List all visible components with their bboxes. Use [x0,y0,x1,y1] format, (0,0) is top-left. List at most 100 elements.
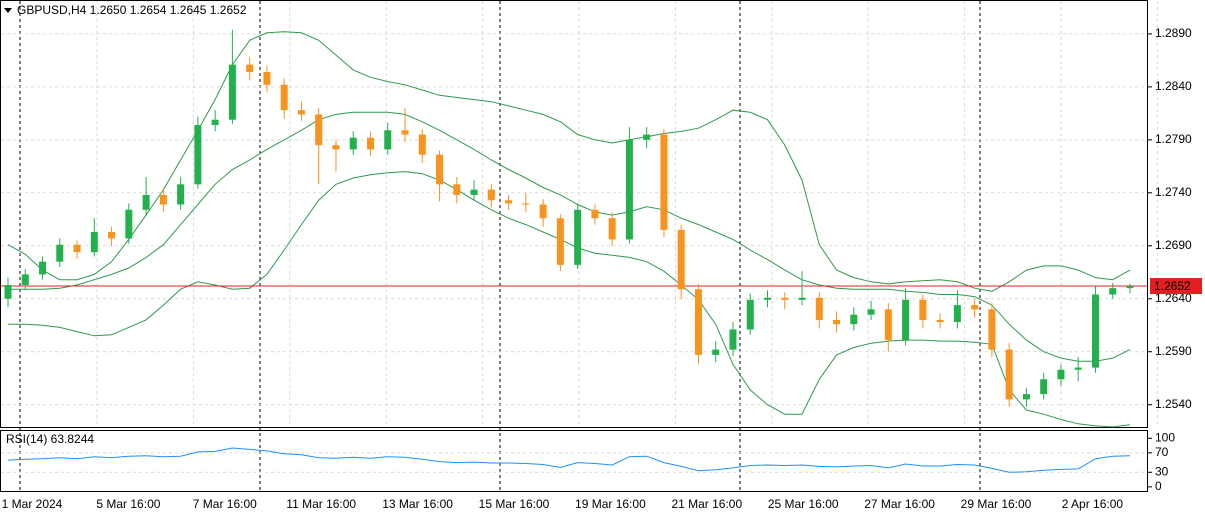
candle-body [591,209,599,219]
candle-body [315,114,323,146]
bollinger-middle [8,111,1131,362]
candle-body [919,299,927,320]
candle-body [470,189,478,195]
candle-body [332,145,340,150]
candle-body [90,232,98,253]
candle-body [625,139,633,240]
y-tick-label: 1.2740 [1155,185,1192,199]
x-tick-label: 2 Apr 16:00 [1062,497,1124,511]
candle-body [263,72,271,85]
bollinger-lower [8,171,1131,428]
candle-body [453,184,461,195]
candle-body [4,284,12,299]
candle-body [833,319,841,325]
candle-body [712,349,720,355]
candle-body [988,309,996,350]
candle-body [1074,367,1082,370]
candle-body [384,130,392,150]
candle-body [867,309,875,315]
candle-body [781,297,789,300]
candle-body [142,194,150,210]
candle-body [677,229,685,290]
x-tick-label: 1 Mar 2024 [2,497,63,511]
candle-body [971,305,979,310]
y-tick-label: 30 [1155,464,1169,478]
x-tick-label: 13 Mar 16:00 [382,497,453,511]
candle-body [436,154,444,185]
price-tag-label: 1.2652 [1154,279,1191,293]
candle-body [125,209,133,239]
x-tick-label: 19 Mar 16:00 [575,497,646,511]
x-tick-label: 21 Mar 16:00 [671,497,742,511]
candle-body [1126,286,1134,289]
candle-body [1091,294,1099,368]
candle-body [539,204,547,219]
price-tag [1150,278,1202,295]
x-tick-label: 7 Mar 16:00 [193,497,257,511]
y-tick-label: 0 [1155,479,1162,493]
bollinger-upper [7,31,1131,292]
candle-body [246,64,254,73]
candle-body [936,319,944,323]
candle-body [39,261,47,275]
rsi-line [7,447,1131,473]
candle-body [177,184,185,205]
y-tick-label: 70 [1155,445,1169,459]
chart-title: GBPUSD,H4 1.2650 1.2654 1.2645 1.2652 [17,3,247,17]
candle-body [228,64,236,120]
y-tick-label: 1.2590 [1155,344,1192,358]
x-tick-label: 29 Mar 16:00 [961,497,1032,511]
candle-body [643,134,651,140]
x-tick-label: 5 Mar 16:00 [96,497,160,511]
candle-body [108,232,116,239]
candle-body [815,297,823,320]
candle-body [1057,369,1065,380]
candle-body [349,137,357,150]
candle-body [884,309,892,341]
candle-body [694,289,702,355]
candle-body [522,203,530,205]
candle-body [608,218,616,240]
candle-body [746,299,754,330]
candle-body [1109,288,1117,295]
x-tick-label: 27 Mar 16:00 [864,497,935,511]
candle-body [73,244,81,253]
candle-body [1005,349,1013,400]
candle-body [953,305,961,323]
y-tick-label: 100 [1155,430,1175,444]
candle-body [280,84,288,111]
y-tick-label: 1.2540 [1155,397,1192,411]
rsi-panel [0,430,1148,492]
candle-body [297,110,305,115]
y-tick-label: 1.2790 [1155,132,1192,146]
x-tick-label: 11 Mar 16:00 [286,497,356,511]
candle-body [660,134,668,230]
candle-body [1022,394,1030,400]
y-tick-label: 1.2690 [1155,238,1192,252]
candle-body [21,274,29,285]
y-tick-label: 1.2840 [1155,79,1192,93]
candle-body [401,130,409,135]
candle-body [194,125,202,185]
rsi-title: RSI(14) 63.8244 [6,432,94,446]
candle-body [418,134,426,155]
candle-body [1040,379,1048,395]
menu-arrow [4,8,12,13]
y-tick-label: 1.2640 [1155,291,1192,305]
candle-body [211,119,219,126]
candle-body [556,218,564,265]
candle-body [902,299,910,341]
y-tick-label: 1.2890 [1155,26,1192,40]
candle-body [798,297,806,300]
candle-body [159,194,167,205]
candle-body [56,244,64,262]
candle-body [366,137,374,150]
x-tick-label: 15 Mar 16:00 [479,497,550,511]
candle-body [850,314,858,325]
main-panel [0,0,1148,428]
candle-body [505,200,513,204]
x-tick-label: 25 Mar 16:00 [768,497,839,511]
candle-body [729,329,737,350]
